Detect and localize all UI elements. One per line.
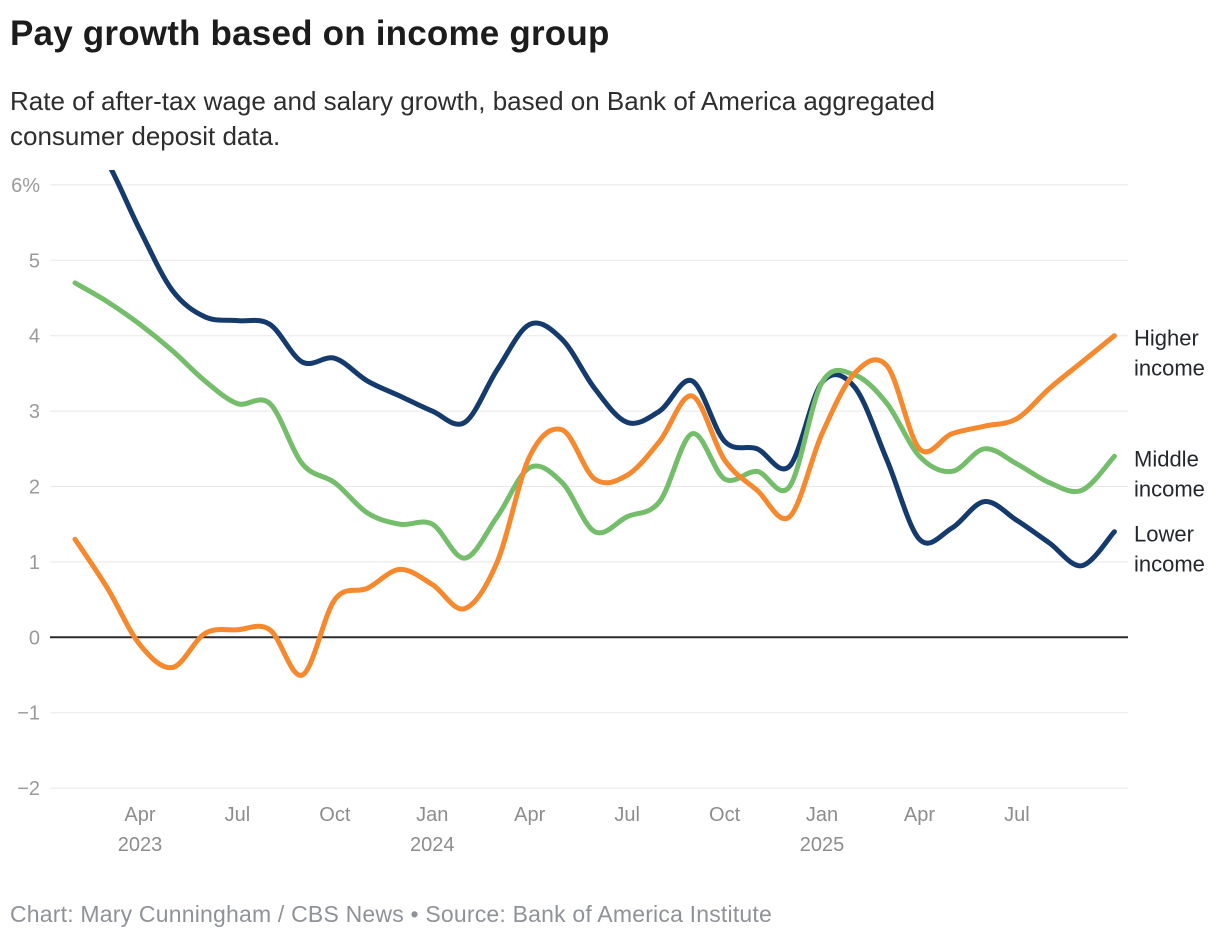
series-label-middle-income-line2: income: [1134, 476, 1205, 501]
series-label-higher-income-line1: Higher: [1134, 326, 1199, 351]
x-axis-month-label: Jul: [614, 804, 640, 826]
y-axis-tick-label: 4: [29, 326, 40, 348]
x-axis-year-label: 2024: [410, 834, 455, 856]
chart-credit: Chart: Mary Cunningham / CBS News • Sour…: [10, 901, 772, 927]
x-axis-month-label: Oct: [319, 804, 351, 826]
y-axis-tick-label: −2: [17, 778, 40, 800]
y-axis-tick-label: 3: [29, 401, 40, 423]
x-axis-month-label: Jul: [1004, 804, 1030, 826]
x-axis-month-label: Apr: [124, 804, 155, 826]
y-axis-tick-label: 6%: [11, 175, 40, 197]
x-axis-month-label: Apr: [904, 804, 935, 826]
x-axis-month-label: Jan: [416, 804, 448, 826]
chart-title: Pay growth based on income group: [10, 14, 610, 53]
x-axis-month-label: Jul: [225, 804, 251, 826]
y-axis-tick-label: 0: [29, 627, 40, 649]
chart-subtitle: Rate of after-tax wage and salary growth…: [10, 84, 1210, 154]
series-line-middle-income: [72, 280, 1117, 561]
series-line-higher-income: [72, 333, 1117, 678]
x-axis-year-label: 2025: [800, 834, 845, 856]
series-line-lower-income: [108, 170, 1117, 569]
chart-subtitle-line1: Rate of after-tax wage and salary growth…: [10, 86, 935, 116]
series-label-lower-income-line1: Lower: [1134, 522, 1194, 547]
y-axis-tick-label: 2: [29, 477, 40, 499]
chart-subtitle-line2: consumer deposit data.: [10, 121, 281, 151]
y-axis-tick-label: −1: [17, 703, 40, 725]
y-axis-tick-label: 5: [29, 250, 40, 272]
x-axis-month-label: Jan: [806, 804, 838, 826]
series-label-higher-income-line2: income: [1134, 356, 1205, 381]
x-axis-month-label: Apr: [514, 804, 545, 826]
series-label-middle-income-line1: Middle: [1134, 446, 1199, 471]
x-axis-month-label: Oct: [709, 804, 741, 826]
x-axis-year-label: 2023: [118, 834, 163, 856]
y-axis-tick-label: 1: [29, 552, 40, 574]
series-label-lower-income-line2: income: [1134, 552, 1205, 577]
